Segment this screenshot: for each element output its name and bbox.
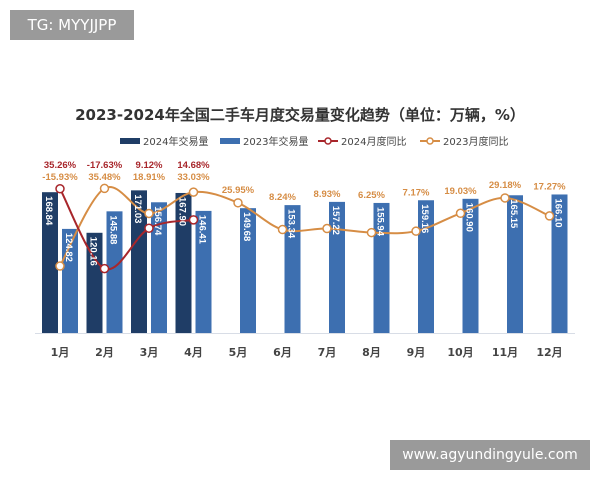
bar-data-label: 171.03 [132,194,143,223]
line-point [144,208,154,219]
bar-data-label: 149.68 [241,212,252,241]
bar-data-label: 156.74 [152,206,163,236]
line-point [277,224,288,235]
legend-label: 2024月度同比 [341,135,406,148]
bar-data-label: 166.10 [553,198,564,227]
bar [284,205,301,333]
line-data-label: 35.48% [88,172,121,183]
legend-swatch [120,138,140,144]
bar-data-label: 146.41 [197,215,208,245]
bar [86,232,103,333]
chart-title: 2023-2024年全国二手车月度交易量变化趋势（单位：万辆，%） [75,106,525,124]
bar-data-label: 165.15 [508,199,519,229]
bar-data-label: 157.22 [330,206,341,235]
x-tick-label: 2月 [95,346,114,359]
legend: 2024年交易量 2023年交易量 2024月度同比 2023月度同比 [120,135,508,148]
legend-label: 2023年交易量 [243,135,308,148]
x-tick-label: 8月 [362,346,381,359]
x-tick-label: 4月 [184,346,203,359]
bar [175,192,192,333]
x-tick-label: 9月 [407,346,426,359]
line-data-label: -15.93% [42,172,78,183]
legend-label: 2024年交易量 [143,135,208,148]
bar [106,211,123,333]
bar [131,190,147,333]
line-data-label: 29.18% [489,180,522,191]
line-data-label: -17.63% [87,160,123,171]
line-point [144,223,154,233]
line-point [322,223,332,234]
bar [195,210,212,333]
line-point [455,208,466,219]
line-data-label: 8.93% [314,189,341,200]
line-series [59,188,194,271]
bar-data-label: 159.16 [419,204,430,233]
line-point [411,226,421,236]
line-point [188,187,199,197]
line-data-label: 9.12% [136,160,163,171]
bar [462,198,479,333]
bar-data-label: 168.84 [43,196,54,226]
line-point [366,227,377,238]
legend-swatch [220,138,240,144]
bar-data-label: 155.94 [375,207,386,237]
bar [151,202,167,333]
line-data-label: 17.27% [533,181,566,192]
bar [418,200,434,333]
bar [240,208,256,333]
line-data-label: 33.03% [177,172,210,183]
x-tick-label: 3月 [140,346,159,359]
line-data-label: 25.95% [222,185,255,196]
x-tick-label: 1月 [51,346,70,359]
line-point [55,261,65,271]
line-data-label: 14.68% [177,160,210,171]
bar-data-label: 120.16 [88,237,99,266]
line-point [188,215,199,225]
line-data-label: 8.24% [269,192,296,203]
line-point [99,263,110,274]
line-point [99,183,110,194]
bar [551,194,568,333]
x-tick-label: 6月 [273,346,292,359]
legend-marker [426,137,434,145]
bar [507,195,523,333]
bar-data-label: 167.90 [177,197,188,226]
line-data-label: 19.03% [444,186,477,197]
bar [373,202,390,333]
watermark-bottom-right: www.agyundingyule.com [390,440,590,470]
line-data-label: 6.25% [358,190,385,201]
x-tick-label: 5月 [229,346,248,359]
x-tick-label: 7月 [318,346,337,359]
x-tick-label: 10月 [447,346,473,359]
legend-marker [324,137,332,145]
watermark-top-left: TG: MYYJJPP [10,10,134,40]
bar [329,201,345,333]
line-point [500,193,510,203]
line-point [233,198,243,208]
bar-data-label: 153.34 [286,209,297,239]
line-data-label: 7.17% [403,187,430,198]
bar-data-label: 160.90 [464,203,475,232]
bar [42,192,58,333]
line-data-label: 35.26% [44,160,77,171]
line-point [544,211,555,221]
bar-data-label: 124.82 [63,233,74,262]
x-tick-label: 11月 [492,346,518,359]
line-point [55,184,65,194]
x-tick-label: 12月 [536,346,562,359]
bar-data-label: 145.88 [108,215,119,244]
line-data-label: 18.91% [133,172,166,183]
legend-label: 2023月度同比 [443,135,508,148]
